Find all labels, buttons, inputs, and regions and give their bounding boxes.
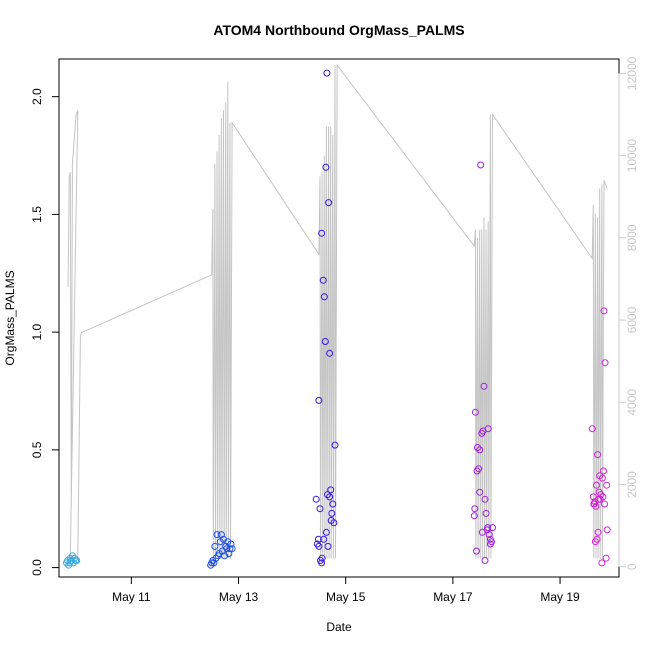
x-axis: May 11 May 13 May 15 May 17 May 19 (112, 576, 580, 604)
data-point-s2-12 (323, 69, 331, 77)
y-right-tick-label-5: 10000 (625, 139, 639, 173)
data-point-s2-21 (315, 542, 323, 550)
data-point-s2-8 (319, 276, 327, 284)
y-tick-label-4: 2.0 (30, 88, 44, 105)
y-axis-label: OrgMass_PALMS (3, 270, 17, 365)
data-point-s4-11 (600, 307, 608, 315)
data-point-s3-2 (473, 547, 480, 555)
data-point-s4-23 (595, 488, 603, 496)
data-point-s4-9 (598, 559, 606, 567)
data-point-s4-20 (601, 500, 608, 508)
data-point-s1-18 (226, 545, 234, 553)
data-point-s2-26 (326, 493, 334, 501)
data-point-s1-17 (225, 550, 233, 557)
plot-frame (58, 58, 620, 578)
data-point-s3-24 (486, 535, 494, 543)
data-point-s2-9 (320, 293, 328, 301)
data-point-s1-5 (212, 554, 220, 562)
y-right-tick-label-3: 6000 (625, 306, 639, 333)
data-point-s3-20 (476, 488, 484, 496)
data-point-s4-19 (598, 474, 606, 482)
data-point-s2-16 (327, 486, 335, 494)
y-right-tick-label-2: 4000 (625, 389, 639, 416)
data-point-s4-24 (600, 467, 607, 475)
data-point-s4-0 (588, 425, 596, 433)
data-point-s4-12 (601, 359, 609, 367)
data-point-s3-11 (482, 509, 490, 517)
data-point-s2-11 (322, 163, 330, 171)
data-point-s2-6 (318, 229, 326, 237)
data-point-s3-5 (476, 446, 484, 454)
data-point-s3-17 (489, 524, 496, 532)
data-point-s1-6 (213, 531, 221, 539)
y-right-tick-label-4: 8000 (625, 224, 639, 251)
x-tick-label-2: May 15 (326, 590, 366, 604)
data-point-s2-27 (327, 517, 335, 524)
data-point-s1-19 (227, 540, 235, 548)
y-axis: 0.0 0.5 1.0 1.5 2.0 (30, 88, 60, 576)
y-right-tick-label-6: 12000 (625, 56, 639, 90)
data-point-s1-20 (228, 545, 236, 553)
y-right-tick-label-1: 2000 (625, 471, 639, 498)
x-tick-label-3: May 17 (433, 590, 473, 604)
data-point-s3-0 (470, 512, 478, 520)
data-point-s4-14 (603, 526, 611, 534)
data-point-s2-24 (322, 528, 330, 536)
x-tick-label-4: May 19 (540, 590, 580, 604)
y-tick-label-1: 0.5 (30, 441, 44, 458)
y-right-tick-label-0: 0 (625, 563, 639, 570)
data-point-s2-25 (324, 491, 331, 499)
chart-title: ATOM4 Northbound OrgMass_PALMS (213, 22, 464, 38)
data-point-s2-18 (329, 500, 337, 508)
data-point-s2-17 (328, 509, 336, 517)
data-point-s3-10 (481, 495, 489, 503)
altitude-line (67, 63, 608, 559)
data-point-s3-3 (474, 444, 481, 451)
data-point-s2-15 (326, 349, 334, 357)
y-tick-label-0: 0.0 (30, 559, 44, 576)
data-point-s4-22 (591, 498, 599, 506)
data-point-s2-20 (331, 441, 339, 449)
y-tick-label-3: 1.5 (30, 206, 44, 223)
data-point-s0-10 (73, 557, 81, 564)
y-axis-right: 0 2000 4000 6000 8000 10000 12000 (618, 56, 639, 570)
data-point-s3-6 (477, 161, 485, 169)
data-point-s3-22 (481, 557, 489, 564)
data-point-s2-14 (325, 199, 333, 207)
data-point-s4-5 (594, 451, 602, 459)
data-point-s3-23 (484, 524, 492, 532)
data-point-s4-4 (593, 481, 600, 489)
data-point-s2-7 (318, 554, 326, 562)
y-tick-label-2: 1.0 (30, 323, 44, 340)
data-point-s2-4 (316, 505, 324, 513)
data-point-s3-1 (471, 408, 479, 416)
data-point-s4-25 (593, 535, 601, 543)
data-point-s4-17 (594, 528, 602, 536)
data-point-s4-16 (592, 502, 600, 510)
data-point-s3-14 (485, 531, 493, 539)
data-point-s2-10 (321, 338, 329, 345)
data-point-s2-3 (315, 396, 323, 404)
data-point-s2-2 (314, 535, 322, 543)
data-point-s1-4 (211, 542, 219, 550)
data-point-s3-21 (478, 528, 486, 536)
data-point-s2-0 (312, 495, 320, 503)
x-tick-label-1: May 13 (219, 590, 259, 604)
data-point-s3-18 (471, 505, 479, 513)
altitude-layer (67, 63, 608, 559)
x-axis-label: Date (326, 620, 352, 634)
x-tick-label-0: May 11 (112, 590, 151, 604)
data-point-s4-21 (603, 481, 611, 489)
data-point-s3-13 (484, 425, 492, 433)
data-point-s2-23 (320, 535, 328, 543)
data-point-s4-13 (602, 554, 610, 562)
data-point-s2-13 (324, 542, 332, 550)
data-point-s2-22 (318, 559, 326, 567)
data-point-s3-19 (473, 467, 481, 475)
points-layer (63, 69, 611, 569)
data-point-s3-9 (480, 382, 488, 390)
